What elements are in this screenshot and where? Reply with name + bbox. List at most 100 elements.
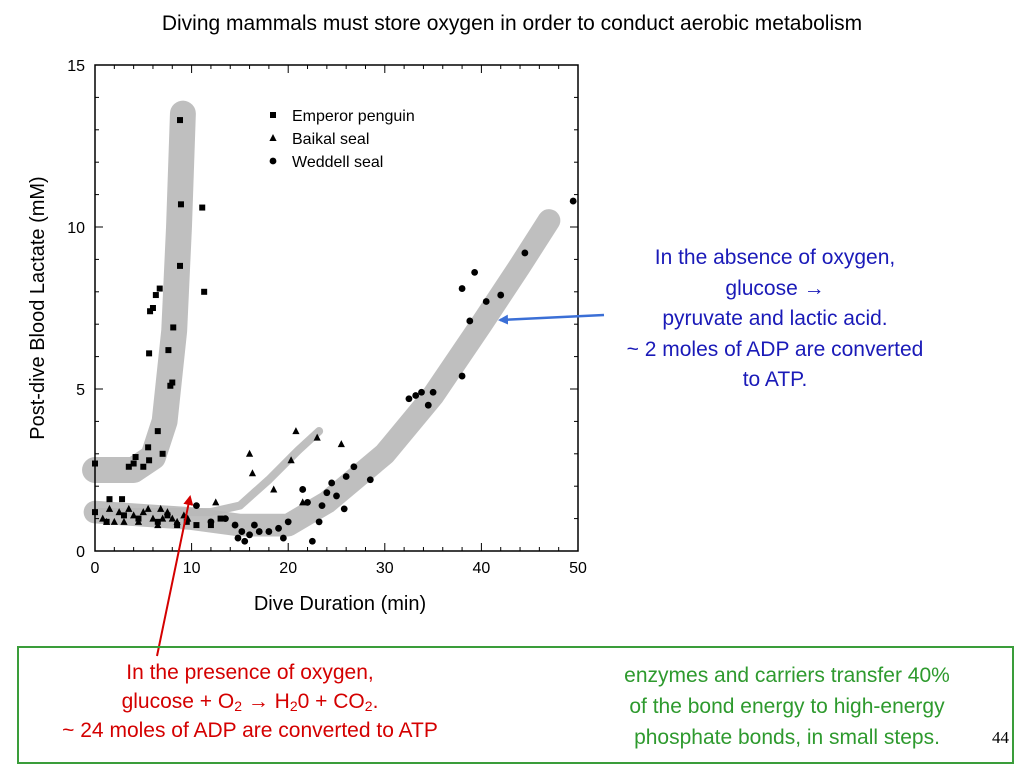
weddell-seal-point <box>315 518 323 526</box>
slide-title: Diving mammals must store oxygen in orde… <box>161 12 863 35</box>
baikal-seal-point <box>173 517 181 525</box>
x-tick-label: 30 <box>376 560 394 577</box>
slide-number: 44 <box>992 728 1009 747</box>
baikal-seal-point <box>139 508 147 516</box>
weddell-seal-point <box>207 518 215 526</box>
emperor-penguin-point <box>169 379 176 386</box>
x-tick-label: 50 <box>569 560 587 577</box>
emperor-penguin-point <box>154 428 161 435</box>
x-tick-label: 20 <box>279 560 297 577</box>
baikal-seal-point <box>292 427 300 435</box>
equation-sub-2: 2 <box>289 698 298 714</box>
equation-sub-1: 2 <box>234 698 243 714</box>
baikal-seal-point <box>168 514 176 522</box>
baikal-seal-point <box>149 514 157 522</box>
emperor-penguin-point <box>92 509 98 516</box>
weddell-seal-point <box>569 197 577 205</box>
chart-legend: Emperor penguin Baikal seal Weddell seal <box>269 108 415 171</box>
baikal-seal-point <box>115 508 123 516</box>
emperor-penguin-point <box>177 262 184 269</box>
emperor-penguin-point <box>167 382 174 389</box>
emperor-penguin-point <box>174 522 181 529</box>
trend-bands <box>82 100 561 537</box>
weddell-seal-point <box>429 388 437 396</box>
emperor-penguin-point <box>92 460 98 467</box>
weddell-seal-point <box>342 473 350 480</box>
emperor-penguin-point <box>149 305 156 311</box>
weddell-seal-point <box>265 528 273 535</box>
emperor-penguin-point <box>147 308 154 315</box>
weddell-seal-point <box>323 489 331 497</box>
emperor-penguin-point <box>120 512 127 519</box>
baikal-seal-point <box>270 485 278 493</box>
weddell-seal-point <box>275 524 282 532</box>
data-points <box>92 117 577 545</box>
baikal-seal-point <box>134 517 143 525</box>
presence-line-2: glucose + O2 → H20 + CO2. <box>20 687 480 716</box>
weddell-seal-point <box>418 388 425 396</box>
presence-arrow <box>156 495 194 657</box>
emperor-penguin-point <box>177 201 184 208</box>
emperor-penguin-point <box>130 460 137 467</box>
weddell-seal-point <box>497 291 505 299</box>
y-axis-label: Post-dive Blood Lactate (mM) <box>27 176 49 439</box>
equation-part-c: 0 + CO <box>297 690 365 713</box>
weddell-seal-point <box>193 502 200 510</box>
baikal-seal-point <box>125 504 133 512</box>
enzymes-note: enzymes and carriers transfer 40% of the… <box>572 660 1002 753</box>
weddell-seal-point <box>405 395 413 403</box>
emperor-penguin-point <box>170 324 177 331</box>
absence-line-3: pyruvate and lactic acid. <box>662 307 888 330</box>
emperor-penguin-point <box>199 204 206 211</box>
absence-line-4: ~ 2 moles of ADP are converted <box>626 337 924 361</box>
weddell-seal-point <box>304 499 311 506</box>
emperor-penguin-point <box>146 457 153 464</box>
weddell-seal-point <box>350 463 358 471</box>
equation-part-a: glucose + O <box>121 690 235 713</box>
emperor-penguin-legend-label: Emperor penguin <box>292 108 415 125</box>
weddell-seal-point <box>458 285 466 292</box>
baikal-seal-point <box>157 504 165 512</box>
emperor-penguin-point <box>217 515 224 522</box>
emperor-penguin-point <box>177 117 184 124</box>
x-tick-label: 40 <box>473 560 491 577</box>
presence-line-1: In the presence of oxygen, <box>126 661 374 684</box>
bottom-green-box <box>17 646 1014 764</box>
chart-axes: 0 10 20 30 40 50 0 5 10 15 <box>67 58 587 577</box>
weddell-seal-point <box>250 521 258 529</box>
emperor-penguin-point <box>145 444 152 451</box>
baikal-seal-point <box>287 456 295 464</box>
baikal-seal-legend-marker <box>269 134 277 141</box>
weddell-seal-point <box>222 515 229 522</box>
emperor-penguin-point <box>106 496 113 503</box>
y-tick-label: 15 <box>67 58 85 75</box>
weddell-seal-point <box>424 401 432 409</box>
weddell-seal-point <box>482 298 490 305</box>
weddell-seal-point <box>299 486 307 493</box>
absence-of-oxygen-note: In the absence of oxygen, glucose → pyru… <box>580 243 970 396</box>
weddell-seal-point <box>308 537 316 545</box>
weddell-seal-point <box>340 505 348 513</box>
presence-of-oxygen-note: In the presence of oxygen, glucose + O2 … <box>20 658 480 745</box>
weddell-seal-point <box>318 502 326 510</box>
emperor-penguin-point <box>146 350 153 357</box>
absence-arrow <box>498 313 605 325</box>
weddell-seal-point <box>458 372 466 380</box>
y-tick-label: 10 <box>67 220 85 237</box>
baikal-seal-point <box>102 517 111 525</box>
presence-line-3: ~ 24 moles of ADP are converted to ATP <box>62 719 438 742</box>
weddell-seal-point <box>471 268 479 276</box>
baikal-seal-point <box>159 514 167 522</box>
emperor-penguin-legend-marker <box>270 112 276 118</box>
baikal-seal-point <box>248 469 257 477</box>
equation-part-b: → H <box>242 690 290 713</box>
weddell-seal-point <box>521 249 529 257</box>
emperor-penguin-point <box>119 496 126 503</box>
emperor-penguin-point <box>152 292 159 299</box>
emperor-penguin-point <box>156 285 163 292</box>
baikal-seal-point <box>130 511 138 519</box>
weddell-seal-point <box>366 476 374 484</box>
baikal-seal-point <box>212 498 220 506</box>
emperor-penguin-point <box>183 518 190 525</box>
enzymes-line-1: enzymes and carriers transfer 40% <box>624 664 950 687</box>
